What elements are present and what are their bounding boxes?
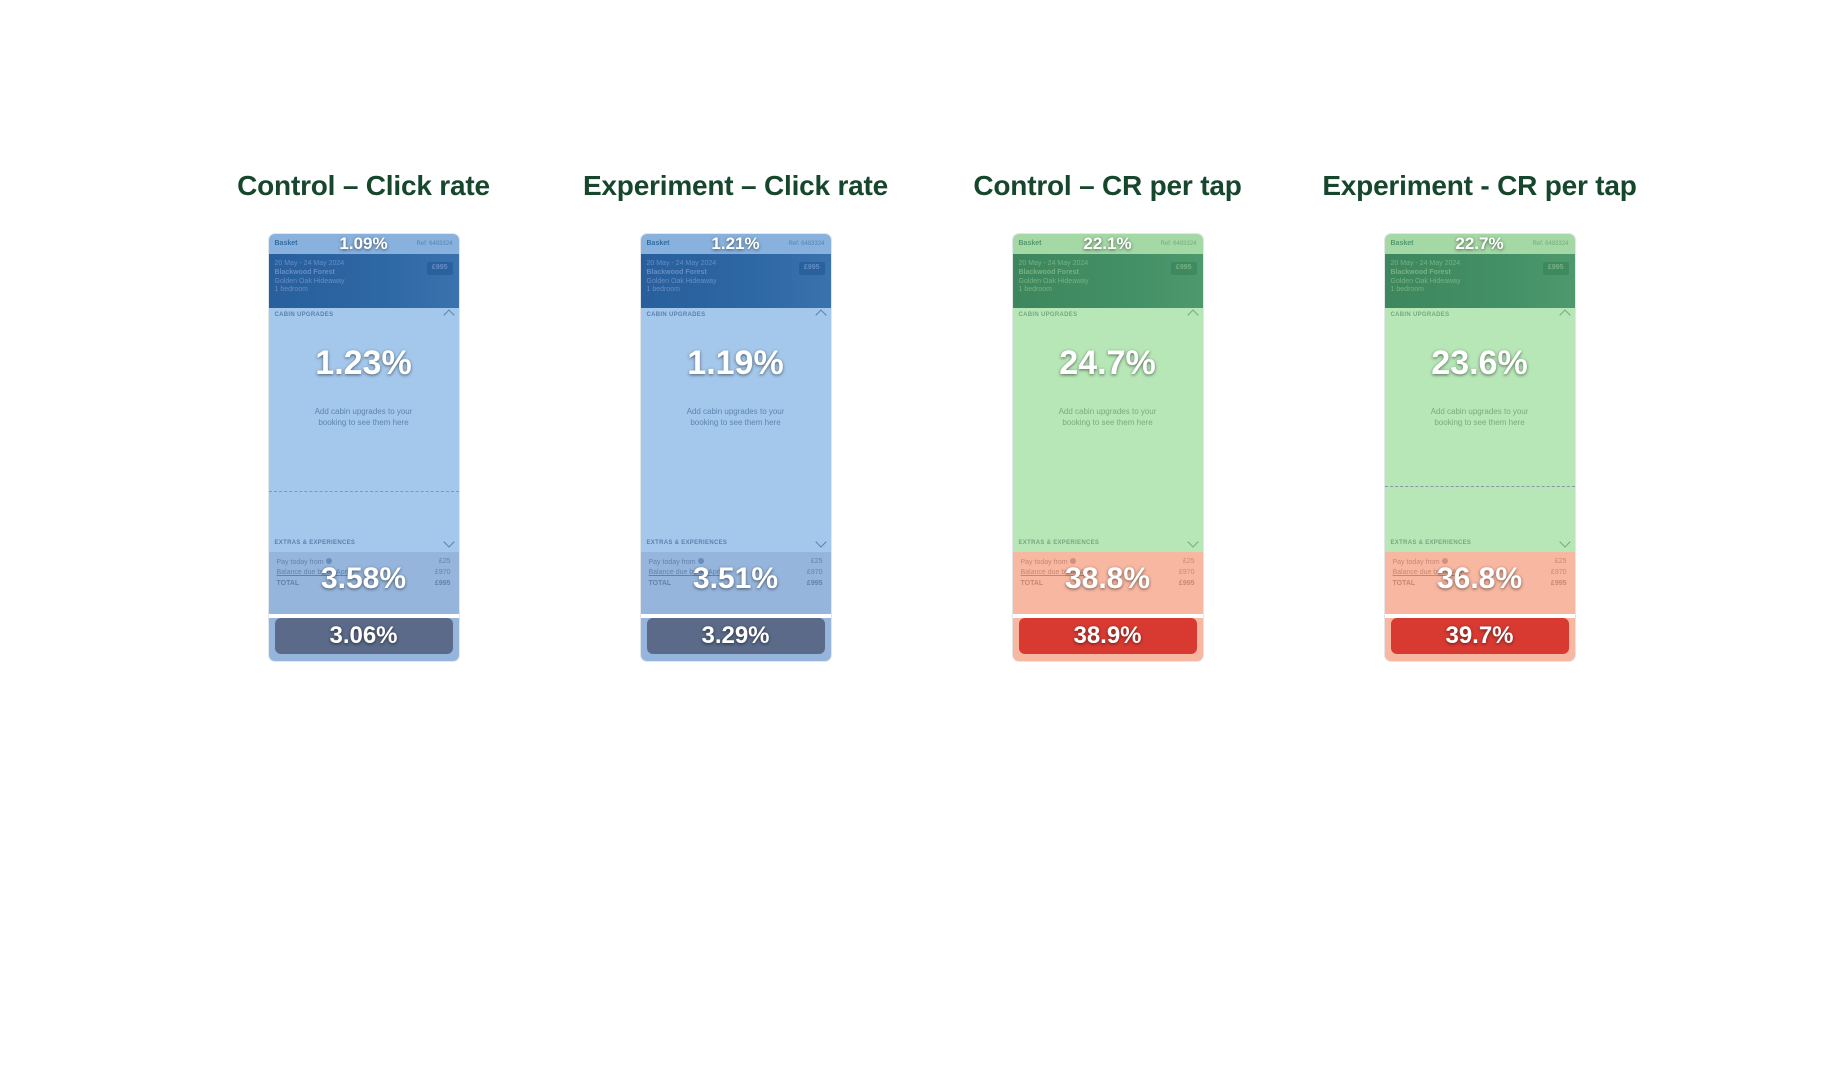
heatmap-card: BasketRef: 648332422.1%20 May - 24 May 2… [1013, 234, 1203, 661]
booking-hero: 20 May - 24 May 2024Blackwood ForestGold… [1385, 254, 1575, 308]
pct-cta: 39.7% [1445, 622, 1513, 650]
pct-header: 22.1% [1083, 234, 1131, 254]
totals-block: Pay today from £25Balance due by 06 Apr£… [1013, 552, 1203, 614]
pct-cta: 3.29% [701, 622, 769, 650]
spacer [269, 470, 459, 534]
pct-totals: 38.8% [1065, 562, 1150, 596]
section-upgrades-bar: CABIN UPGRADES [1013, 308, 1203, 322]
section-extras-bar: EXTRAS & EXPERIENCES [1385, 534, 1575, 552]
pct-header: 22.7% [1455, 234, 1503, 254]
basket-header: BasketRef: 64833241.21% [641, 234, 831, 254]
upgrades-body: Add cabin upgrades to yourbooking to see… [641, 322, 831, 470]
pct-totals: 3.58% [321, 562, 406, 596]
panel-title: Control – CR per tap [973, 170, 1241, 202]
booking-hero: 20 May - 24 May 2024Blackwood ForestGold… [269, 254, 459, 308]
continue-button[interactable]: 3.29% [647, 618, 825, 654]
pct-cta: 38.9% [1073, 622, 1141, 650]
overlay [269, 254, 459, 308]
basket-header: BasketRef: 648332422.1% [1013, 234, 1203, 254]
spacer [1013, 470, 1203, 534]
pct-totals: 3.51% [693, 562, 778, 596]
overlay [1385, 254, 1575, 308]
pct-cta: 3.06% [329, 622, 397, 650]
section-upgrades-bar: CABIN UPGRADES [641, 308, 831, 322]
totals-block: Pay today from £25Balance due by 06 Apr£… [641, 552, 831, 614]
section-upgrades-bar: CABIN UPGRADES [269, 308, 459, 322]
basket-header: BasketRef: 648332422.7% [1385, 234, 1575, 254]
upgrades-body: Add cabin upgrades to yourbooking to see… [1013, 322, 1203, 470]
pct-totals: 36.8% [1437, 562, 1522, 596]
overlay [641, 254, 831, 308]
totals-block: Pay today from £25Balance due by 06 Apr£… [1385, 552, 1575, 614]
cta-wrap: 38.9% [1013, 618, 1203, 661]
pct-header: 1.21% [711, 234, 759, 254]
spacer [641, 470, 831, 534]
heatmap-card: BasketRef: 64833241.09%20 May - 24 May 2… [269, 234, 459, 661]
upgrades-body: Add cabin upgrades to yourbooking to see… [1385, 322, 1575, 470]
upgrades-body: Add cabin upgrades to yourbooking to see… [269, 322, 459, 470]
basket-header: BasketRef: 64833241.09% [269, 234, 459, 254]
section-extras-bar: EXTRAS & EXPERIENCES [1013, 534, 1203, 552]
booking-hero: 20 May - 24 May 2024Blackwood ForestGold… [641, 254, 831, 308]
panel-control-click: Control – Click rate BasketRef: 64833241.… [193, 170, 535, 661]
heatmap-card: BasketRef: 64833241.21%20 May - 24 May 2… [641, 234, 831, 661]
panel-exp-click: Experiment – Click rate BasketRef: 648332… [565, 170, 907, 661]
overlay [1013, 254, 1203, 308]
section-upgrades-bar: CABIN UPGRADES [1385, 308, 1575, 322]
continue-button[interactable]: 38.9% [1019, 618, 1197, 654]
panel-title: Experiment – Click rate [583, 170, 888, 202]
cta-wrap: 3.29% [641, 618, 831, 661]
spacer [1385, 470, 1575, 534]
pct-mid: 24.7% [1059, 344, 1155, 383]
panel-title: Experiment - CR per tap [1322, 170, 1636, 202]
dashed-separator [269, 491, 459, 492]
section-extras-bar: EXTRAS & EXPERIENCES [269, 534, 459, 552]
booking-hero: 20 May - 24 May 2024Blackwood ForestGold… [1013, 254, 1203, 308]
panels-row: Control – Click rate BasketRef: 64833241.… [193, 170, 1651, 661]
pct-mid: 1.19% [687, 344, 783, 383]
panel-control-cr: Control – CR per tap BasketRef: 648332422… [937, 170, 1279, 661]
pct-header: 1.09% [339, 234, 387, 254]
heatmap-card: BasketRef: 648332422.7%20 May - 24 May 2… [1385, 234, 1575, 661]
panel-title: Control – Click rate [237, 170, 490, 202]
continue-button[interactable]: 3.06% [275, 618, 453, 654]
panel-exp-cr: Experiment - CR per tap BasketRef: 648332… [1309, 170, 1651, 661]
pct-mid: 23.6% [1431, 344, 1527, 383]
dashed-separator [1385, 486, 1575, 487]
totals-block: Pay today from £25Balance due by 06 Apr£… [269, 552, 459, 614]
cta-wrap: 39.7% [1385, 618, 1575, 661]
continue-button[interactable]: 39.7% [1391, 618, 1569, 654]
pct-mid: 1.23% [315, 344, 411, 383]
section-extras-bar: EXTRAS & EXPERIENCES [641, 534, 831, 552]
cta-wrap: 3.06% [269, 618, 459, 661]
